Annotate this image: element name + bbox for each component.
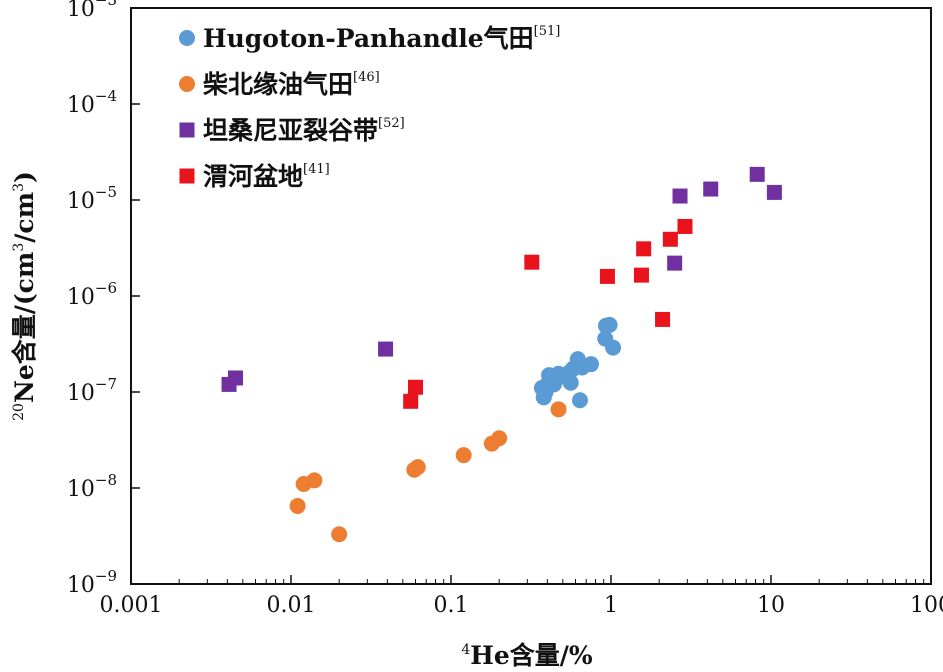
data-point-series-1 <box>491 430 508 447</box>
data-point-series-1 <box>409 459 426 476</box>
axis-ticks: 0.001 0.01 0.1 1 10 100 10−9 10−8 10−7 10−6 10−5 10… <box>67 0 943 618</box>
y-axis-title: 20Ne含量/(cm3/cm3) <box>10 171 39 421</box>
data-point-series-2 <box>672 188 688 204</box>
y-tick-label: 10−4 <box>67 87 117 118</box>
data-point-series-0 <box>583 356 600 373</box>
x-tick-label: 0.01 <box>267 593 316 618</box>
legend-label-1: 柴北缘油气田[46] <box>203 70 380 99</box>
data-point-series-2 <box>703 181 719 197</box>
data-point-series-3 <box>677 218 693 234</box>
data-point-series-2 <box>378 341 394 357</box>
legend-marker-1 <box>179 76 195 92</box>
legend-marker-0 <box>179 30 195 46</box>
legend-marker-2 <box>179 122 195 138</box>
y-tick-label: 10−6 <box>67 279 117 310</box>
y-tick-label: 10−5 <box>67 183 117 214</box>
data-point-series-3 <box>662 231 678 247</box>
data-point-series-2 <box>766 184 782 200</box>
data-point-series-1 <box>306 472 323 489</box>
x-tick-label: 0.1 <box>434 593 469 618</box>
data-point-series-0 <box>605 339 622 356</box>
legend-label-2: 坦桑尼亚裂谷带[52] <box>203 116 405 145</box>
data-marks <box>221 166 782 543</box>
data-point-series-0 <box>571 392 588 409</box>
data-point-series-3 <box>633 267 649 283</box>
legend-label-0: Hugoton-Panhandle气田[51] <box>203 24 560 53</box>
data-point-series-3 <box>524 254 540 270</box>
data-point-series-1 <box>289 497 306 514</box>
x-tick-label: 1 <box>604 593 618 618</box>
y-tick-label: 10−8 <box>67 471 117 502</box>
data-point-series-1 <box>331 526 348 543</box>
data-point-series-3 <box>655 311 671 327</box>
data-point-series-2 <box>749 166 765 182</box>
y-tick-label: 10−9 <box>67 567 117 598</box>
data-point-series-2 <box>228 370 244 386</box>
data-point-series-3 <box>408 379 424 395</box>
data-point-series-0 <box>562 374 579 391</box>
data-point-series-0 <box>601 316 618 333</box>
data-point-series-1 <box>550 401 567 418</box>
x-tick-label: 100 <box>910 593 943 618</box>
x-axis-title: 4He含量/% <box>461 641 593 670</box>
data-point-series-3 <box>403 393 419 409</box>
data-point-series-3 <box>599 268 615 284</box>
y-tick-label: 10−3 <box>67 0 117 22</box>
legend-marker-3 <box>179 168 195 184</box>
x-tick-label: 10 <box>757 593 785 618</box>
data-point-series-3 <box>636 241 652 257</box>
data-point-series-2 <box>667 255 683 271</box>
legend: Hugoton-Panhandle气田[51] 柴北缘油气田[46] 坦桑尼亚裂谷带… <box>179 24 560 191</box>
x-tick-label: 0.001 <box>100 593 163 618</box>
legend-label-3: 渭河盆地[41] <box>203 162 330 191</box>
data-point-series-1 <box>455 447 472 464</box>
y-tick-label: 10−7 <box>67 375 117 406</box>
